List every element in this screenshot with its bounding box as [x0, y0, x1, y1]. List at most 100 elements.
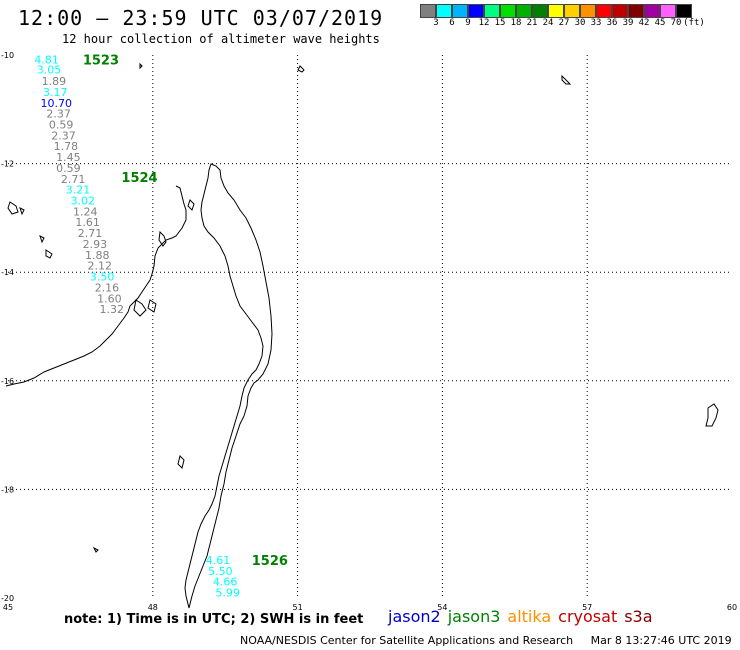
wave-height-value: 3.05 — [37, 64, 62, 77]
island-agalega — [561, 74, 572, 85]
legend-swatch — [564, 4, 580, 18]
credit-timestamp: Mar 8 13:27:46 UTC 2019 — [590, 634, 732, 647]
legend-swatch — [676, 4, 692, 18]
wave-height-value: 1.45 — [56, 151, 81, 164]
legend-swatch — [420, 4, 436, 18]
wave-height-value: 1.24 — [73, 205, 98, 218]
color-legend: 3 6 9 12 15 18 21 24 27 30 33 36 39 42 45 70 (ft) — [420, 4, 740, 30]
island-north — [297, 65, 305, 73]
lat-tick-label: -12 — [1, 160, 14, 169]
wave-height-value: 2.12 — [87, 260, 112, 273]
satellite-altika: altika — [507, 607, 552, 626]
wave-height-value: 3.02 — [71, 195, 96, 208]
legend-swatch — [500, 4, 516, 18]
wave-height-value: 2.71 — [61, 173, 86, 186]
satellite-jason2: jason2 — [388, 607, 441, 626]
legend-swatches — [420, 4, 740, 18]
legend-label: 36 — [606, 18, 618, 28]
axis-tick-labels: 45 48 51 54 57 60 -10 -12 -14 -16 -18 -20 — [1, 51, 737, 612]
satellite-s3a: s3a — [624, 607, 653, 626]
legend-label: 21 — [526, 18, 538, 28]
legend-label: 15 — [494, 18, 506, 28]
wave-height-value: 1.89 — [42, 75, 67, 88]
legend-swatch — [516, 4, 532, 18]
wave-height-value: 1.32 — [100, 303, 125, 316]
island-small-sw — [92, 546, 99, 553]
footer-credit: NOAA/NESDIS Center for Satellite Applica… — [240, 634, 732, 647]
island-west-3 — [39, 235, 45, 244]
legend-label: 27 — [558, 18, 570, 28]
legend-label: 6 — [449, 18, 455, 28]
map-subtitle: 12 hour collection of altimeter wave hei… — [62, 32, 380, 46]
pass-labels: 1523 1524 1526 — [83, 53, 288, 569]
wave-height-value: 1.60 — [97, 292, 122, 305]
legend-swatch — [580, 4, 596, 18]
lon-tick-label: 54 — [437, 603, 447, 612]
lat-tick-label: -20 — [1, 594, 14, 603]
wave-height-value: 4.61 — [206, 554, 231, 567]
satellite-jason3: jason3 — [447, 607, 501, 626]
coast-fragment-2 — [187, 199, 195, 211]
credit-text: NOAA/NESDIS Center for Satellite Applica… — [240, 634, 574, 647]
legend-swatch — [436, 4, 452, 18]
pass-number-label: 1523 — [83, 53, 119, 68]
legend-swatch — [452, 4, 468, 18]
legend-label: 42 — [638, 18, 650, 28]
satellite-list: jason2 jason3 altika cryosat s3a — [388, 607, 660, 626]
coast-fragment-3 — [133, 299, 147, 317]
lon-tick-label: 51 — [293, 603, 303, 612]
legend-label: 33 — [590, 18, 602, 28]
lon-tick-label: 57 — [582, 603, 592, 612]
legend-unit: (ft) — [683, 18, 705, 28]
lat-tick-label: -16 — [1, 377, 14, 386]
wave-height-value: 2.16 — [95, 281, 120, 294]
coast-fragment-4 — [147, 299, 157, 313]
wave-height-value: 0.59 — [49, 119, 74, 132]
lat-tick-label: -18 — [1, 485, 14, 494]
wave-height-value: 2.37 — [51, 129, 76, 142]
legend-label: 9 — [465, 18, 471, 28]
map-title: 12:00 – 23:59 UTC 03/07/2019 — [18, 6, 384, 30]
wave-height-value: 5.99 — [215, 587, 240, 600]
map-gridlines — [8, 55, 732, 598]
wave-height-value: 10.70 — [41, 97, 73, 110]
legend-label: 70 — [670, 18, 682, 28]
legend-swatch — [468, 4, 484, 18]
island-mauritius — [705, 403, 719, 427]
wave-height-value: 5.50 — [208, 565, 233, 578]
wave-height-value: 4.81 — [34, 53, 59, 66]
wave-height-value: 3.50 — [90, 271, 115, 284]
legend-label: 12 — [478, 18, 490, 28]
legend-label: 39 — [622, 18, 634, 28]
legend-labels: 3 6 9 12 15 18 21 24 27 30 33 36 39 42 45 70 (ft) — [420, 18, 740, 30]
pass-number-label: 1526 — [252, 554, 288, 569]
island-ile-sainte-marie — [177, 455, 185, 469]
island-small-nw — [139, 62, 143, 70]
lon-tick-label: 48 — [148, 603, 158, 612]
footer-note: note: 1) Time is in UTC; 2) SWH is in fe… — [64, 612, 364, 627]
wave-height-value: 2.37 — [46, 108, 71, 121]
coast-fragment-1 — [158, 230, 167, 247]
legend-swatch — [644, 4, 660, 18]
legend-swatch — [532, 4, 548, 18]
pass-number-label: 1524 — [121, 171, 157, 186]
africa-coastline — [5, 185, 187, 387]
coastline — [5, 62, 719, 609]
wave-height-value: 2.71 — [78, 227, 103, 240]
legend-swatch — [596, 4, 612, 18]
lat-tick-label: -10 — [1, 51, 14, 60]
wave-height-map: 45 48 51 54 57 60-10-12-14-16-18-20 152315241… — [1, 51, 737, 612]
wave-height-value: 1.78 — [54, 140, 79, 153]
wave-height-value: 1.88 — [85, 249, 110, 262]
legend-label: 3 — [433, 18, 439, 28]
legend-label: 18 — [510, 18, 522, 28]
madagascar-coastline — [184, 163, 273, 609]
island-west-4 — [45, 249, 53, 259]
lon-tick-label: 60 — [727, 603, 737, 612]
lon-tick-label: 45 — [3, 603, 13, 612]
satellite-cryosat: cryosat — [558, 607, 618, 626]
wave-height-value: 3.21 — [66, 184, 91, 197]
lat-tick-label: -14 — [1, 268, 14, 277]
wave-height-value: 1.61 — [75, 216, 100, 229]
legend-swatch — [548, 4, 564, 18]
